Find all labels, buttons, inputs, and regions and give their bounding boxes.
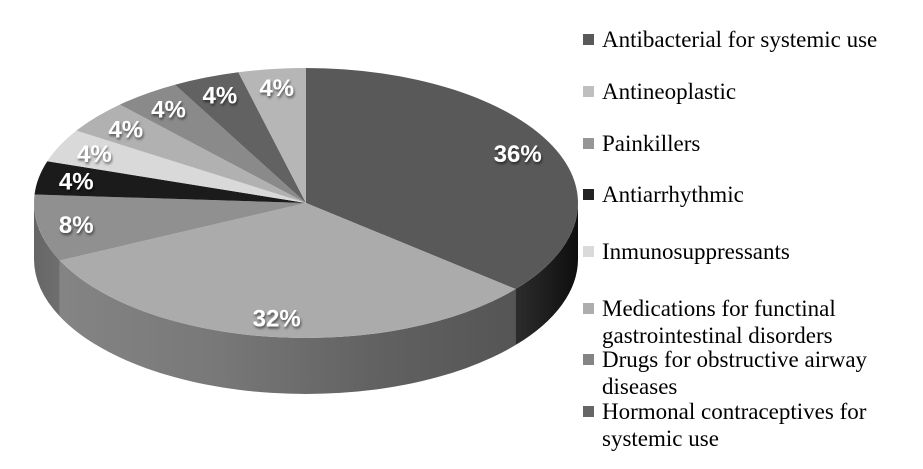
slice-data-label: 4% — [59, 169, 94, 196]
legend-label: Hormonal contraceptives for systemic use — [602, 399, 867, 451]
slice-data-label: 36% — [494, 141, 542, 168]
legend-swatch-icon — [583, 406, 594, 417]
legend-entry: Inmunosuppressants — [583, 238, 790, 265]
legend-swatch-icon — [583, 34, 594, 45]
slice-data-label: 8% — [59, 212, 94, 239]
legend-swatch-icon — [583, 246, 594, 257]
pie-slice — [59, 203, 516, 338]
legend-label: Antiarrhythmic — [602, 182, 744, 207]
pie-slice — [33, 194, 306, 261]
legend-swatch-icon — [583, 303, 594, 314]
pie-slice — [238, 68, 306, 203]
legend-label: Antineoplastic — [602, 79, 737, 104]
legend-swatch-icon — [583, 189, 594, 200]
legend-label: Medications for functinal gastrointestin… — [602, 296, 836, 348]
slice-data-label: 4% — [108, 116, 143, 143]
legend-entry: Antiarrhythmic — [583, 181, 744, 208]
pie-slice — [47, 130, 307, 203]
pie-slice — [34, 161, 306, 203]
legend-swatch-icon — [583, 354, 594, 365]
pie-slice — [119, 84, 306, 203]
pie-slice-side — [515, 203, 578, 346]
legend-entry: Medications for functinal gastrointestin… — [583, 295, 923, 349]
slice-data-label: 4% — [77, 141, 112, 168]
legend-swatch-icon — [583, 86, 594, 97]
slice-data-label: 4% — [151, 96, 186, 123]
slice-data-label: 4% — [203, 82, 238, 109]
pie-slice — [306, 68, 578, 290]
legend-label: Inmunosuppressants — [602, 239, 790, 264]
pie-slice — [174, 72, 306, 203]
slice-data-label: 4% — [259, 75, 294, 102]
legend-label: Antibacterial for systemic use — [602, 27, 878, 52]
legend-label: Painkillers — [602, 131, 701, 156]
slice-data-label: 32% — [253, 306, 301, 333]
legend-entry: Hormonal contraceptives for systemic use — [583, 398, 923, 452]
pie-slice-side — [34, 203, 60, 317]
legend-swatch-icon — [583, 138, 594, 149]
chart-legend: Antibacterial for systemic use Antineopla… — [577, 0, 923, 469]
legend-entry: Antibacterial for systemic use — [583, 26, 877, 53]
legend-entry: Antineoplastic — [583, 78, 736, 105]
pie-slice-side — [59, 260, 516, 394]
legend-entry: Drugs for obstructive airway diseases — [583, 346, 923, 400]
pie-chart-3d: 36%32%8%4%4%4%4%4% 4% — [33, 68, 578, 394]
legend-entry: Painkillers — [583, 130, 700, 157]
pie-slice — [76, 104, 306, 203]
legend-label: Drugs for obstructive airway diseases — [602, 347, 868, 399]
